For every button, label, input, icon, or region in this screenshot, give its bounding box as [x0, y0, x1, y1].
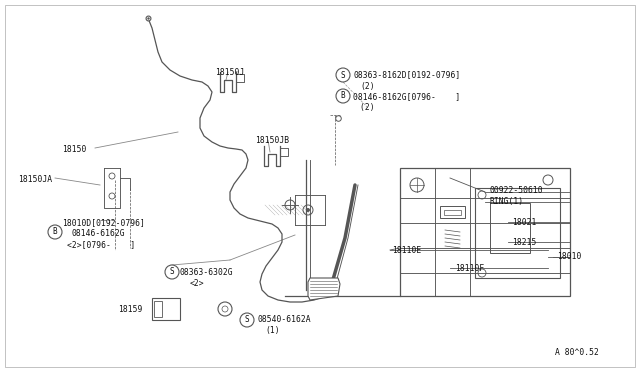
Bar — [400, 168, 570, 296]
Circle shape — [336, 68, 350, 82]
Text: 18110F: 18110F — [455, 264, 484, 273]
Text: S: S — [170, 267, 174, 276]
Circle shape — [240, 313, 254, 327]
Bar — [444, 210, 461, 215]
Text: 08146-6162G: 08146-6162G — [72, 229, 125, 238]
Bar — [440, 206, 465, 218]
Text: B: B — [52, 228, 58, 237]
Circle shape — [48, 225, 62, 239]
Text: 18150JA: 18150JA — [18, 175, 52, 184]
Text: A 80^0.52: A 80^0.52 — [555, 348, 599, 357]
Text: <2>[0796-    ]: <2>[0796- ] — [67, 240, 135, 249]
Text: (2): (2) — [360, 103, 380, 112]
Text: 08363-8162D[0192-0796]: 08363-8162D[0192-0796] — [353, 70, 460, 79]
Text: 18150: 18150 — [62, 145, 86, 154]
Text: 18010: 18010 — [557, 252, 581, 261]
Polygon shape — [308, 278, 340, 300]
Text: B: B — [340, 92, 346, 100]
Text: 08146-8162G[0796-    ]: 08146-8162G[0796- ] — [353, 92, 460, 101]
Bar — [154, 301, 162, 317]
Circle shape — [165, 265, 179, 279]
Text: 18150J: 18150J — [215, 68, 244, 77]
Text: 18159: 18159 — [118, 305, 142, 314]
Text: 18150JB: 18150JB — [255, 136, 289, 145]
Text: 08540-6162A: 08540-6162A — [258, 315, 312, 324]
Bar — [490, 203, 530, 253]
Circle shape — [336, 89, 350, 103]
Circle shape — [306, 208, 310, 212]
Text: <2>: <2> — [190, 279, 205, 288]
Text: (1): (1) — [265, 326, 280, 335]
Text: 18215: 18215 — [512, 238, 536, 247]
Bar — [152, 298, 180, 320]
Text: 18010D[0192-0796]: 18010D[0192-0796] — [62, 218, 145, 227]
Text: 00922-50610: 00922-50610 — [490, 186, 543, 195]
Text: 18021: 18021 — [512, 218, 536, 227]
Text: S: S — [244, 315, 250, 324]
Text: 18110E: 18110E — [392, 246, 421, 255]
Text: 08363-6302G: 08363-6302G — [180, 268, 234, 277]
Text: S: S — [340, 71, 346, 80]
Text: (2): (2) — [360, 82, 374, 91]
Text: RING(1): RING(1) — [490, 197, 524, 206]
Bar — [475, 188, 560, 278]
